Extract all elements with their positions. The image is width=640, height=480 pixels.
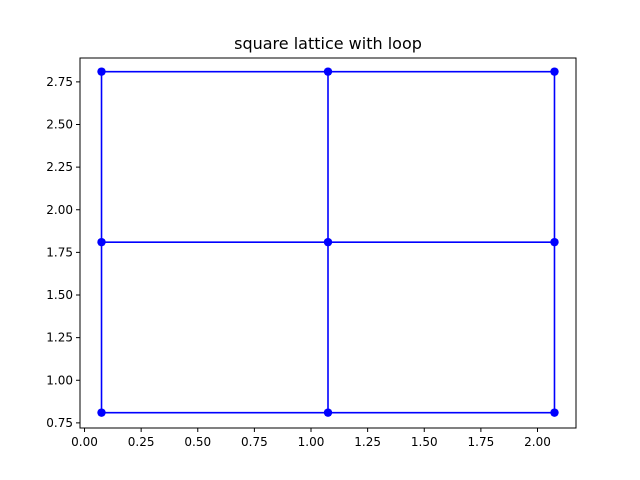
x-tick-label: 2.00	[524, 435, 551, 449]
x-tick-label: 0.50	[184, 435, 211, 449]
x-tick-label: 1.75	[468, 435, 495, 449]
y-tick-label: 1.00	[46, 373, 73, 387]
lattice-nodes	[97, 67, 559, 417]
lattice-node-1	[323, 408, 333, 417]
lattice-node-5	[550, 237, 559, 247]
x-tick-label: 0.25	[128, 435, 155, 449]
lattice-node-8	[550, 67, 559, 76]
y-tick-label: 1.50	[46, 288, 73, 302]
y-tick-label: 2.25	[46, 160, 73, 174]
lattice-edges	[100, 70, 556, 414]
x-axis-ticks: 0.00 0.25 0.50 0.75 1.00 1.25 1.50 1.75 2.00	[71, 428, 551, 449]
y-tick-label: 2.50	[46, 117, 73, 131]
lattice-node-3	[97, 237, 106, 247]
x-tick-label: 1.50	[411, 435, 438, 449]
x-tick-label: 0.75	[241, 435, 268, 449]
x-tick-label: 1.00	[298, 435, 325, 449]
chart-title: square lattice with loop	[234, 34, 422, 53]
lattice-node-4	[323, 237, 333, 247]
y-axis-ticks: 0.75 1.00 1.25 1.50 1.75 2.00 2.25 2.50 2.75	[46, 75, 80, 430]
lattice-node-0	[97, 408, 106, 417]
lattice-node-7	[323, 67, 333, 76]
lattice-node-6	[97, 67, 106, 76]
y-tick-label: 0.75	[46, 416, 73, 430]
x-tick-label: 0.00	[71, 435, 98, 449]
plot-frame	[79, 57, 577, 429]
lattice-node-2	[550, 408, 559, 417]
y-tick-label: 1.25	[46, 331, 73, 345]
y-tick-label: 2.00	[46, 203, 73, 217]
x-tick-label: 1.25	[354, 435, 381, 449]
y-tick-label: 1.75	[46, 245, 73, 259]
y-tick-label: 2.75	[46, 75, 73, 89]
